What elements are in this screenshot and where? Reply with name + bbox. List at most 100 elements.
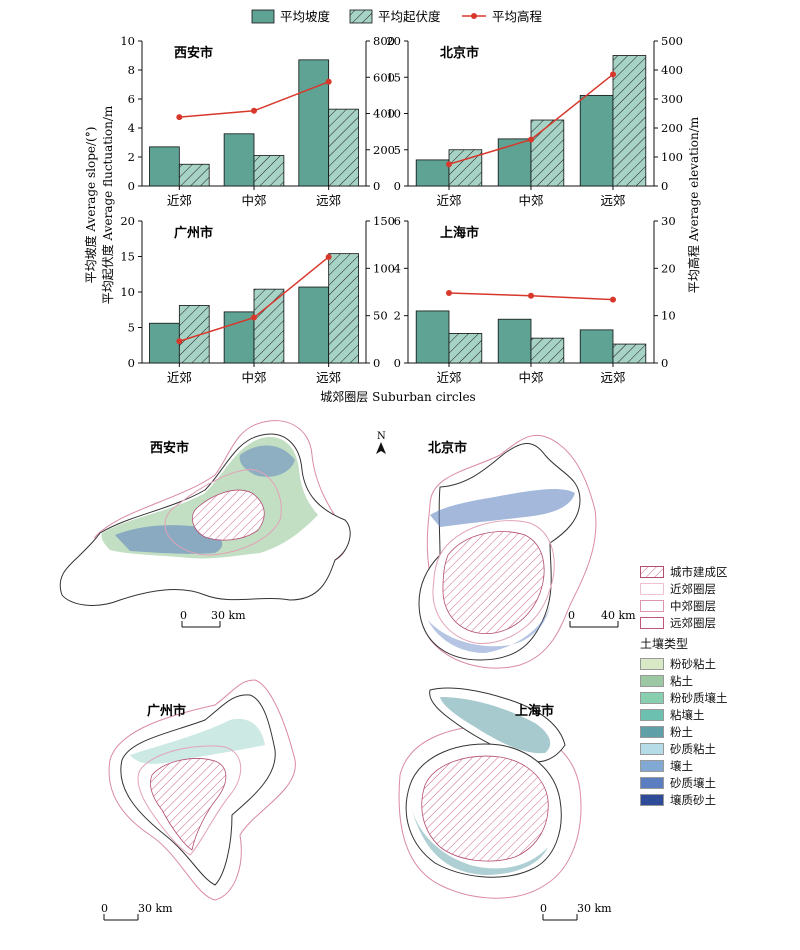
beijing-soil-blue bbox=[430, 489, 575, 527]
bar-fluctuation bbox=[530, 337, 565, 364]
beijing-near-ring bbox=[432, 520, 555, 644]
x-tick-label: 近郊 bbox=[436, 370, 461, 385]
point-elevation bbox=[251, 314, 257, 321]
soil-swatch bbox=[640, 691, 664, 704]
y-tick-label-left: 2 bbox=[394, 309, 401, 323]
soil-label: 壤土 bbox=[670, 758, 693, 773]
y-tick-label-right: 500 bbox=[661, 34, 683, 48]
point-elevation bbox=[251, 107, 257, 114]
soil-swatch bbox=[640, 674, 664, 687]
bar-slope bbox=[415, 310, 450, 364]
x-tick-label: 中郊 bbox=[518, 370, 543, 385]
xian-built-up bbox=[191, 489, 265, 541]
soil-swatch bbox=[640, 793, 664, 806]
guangzhou-built-up bbox=[150, 758, 227, 851]
y-tick-label-right: 20 bbox=[661, 261, 676, 275]
y-tick-label-left: 0 bbox=[394, 356, 401, 370]
y-tick-label-left: 4 bbox=[128, 121, 135, 135]
y-tick-label-right: 0 bbox=[661, 179, 668, 193]
y-tick-label-right: 10 bbox=[661, 309, 676, 323]
north-label: N bbox=[377, 431, 386, 442]
bar-slope bbox=[415, 159, 450, 187]
soil-legend-item: 粘土 bbox=[640, 672, 800, 689]
x-tick-label: 中郊 bbox=[241, 370, 266, 385]
soil-swatch bbox=[640, 759, 664, 772]
panel-title: 上海市 bbox=[440, 225, 479, 241]
legend-swatch-slope bbox=[251, 9, 275, 24]
y-tick-label-right: 0 bbox=[661, 356, 668, 370]
y-tick-label-right: 200 bbox=[661, 121, 683, 135]
bar-slope bbox=[149, 322, 180, 364]
y-tick-label-left: 10 bbox=[386, 107, 401, 121]
bar-fluctuation bbox=[612, 343, 647, 364]
map-beijing: 北京市 0 40 km bbox=[418, 434, 636, 669]
legend-label-elev: 平均高程 bbox=[492, 9, 543, 24]
y-tick-label-left: 15 bbox=[386, 70, 401, 84]
guangzhou-scale-value: 30 km bbox=[138, 902, 173, 915]
soil-label: 粉土 bbox=[670, 724, 693, 739]
y-tick-label-left: 0 bbox=[128, 356, 135, 370]
soil-legend-item: 砂质粘土 bbox=[640, 740, 800, 757]
x-tick-label: 近郊 bbox=[167, 193, 192, 208]
y-tick-label-left: 5 bbox=[128, 321, 135, 335]
y-tick-label-left: 8 bbox=[128, 63, 135, 77]
bar-slope bbox=[579, 329, 614, 364]
y-tick-label-right: 800 bbox=[373, 34, 395, 48]
y-tick-label-right: 100 bbox=[661, 150, 683, 164]
point-elevation bbox=[176, 114, 183, 121]
north-arrow-icon: N bbox=[376, 431, 386, 454]
x-axis-title: 城郊圈层 Suburban circles bbox=[320, 390, 475, 404]
shanghai-built-up bbox=[421, 755, 549, 862]
map-legend-zone: 城市建成区 bbox=[640, 563, 800, 580]
beijing-scale-value: 40 km bbox=[601, 609, 636, 622]
y-tick-label-left: 10 bbox=[120, 285, 135, 299]
beijing-scale-bar: 0 40 km bbox=[568, 609, 636, 628]
x-tick-label: 近郊 bbox=[167, 370, 192, 385]
xian-scale-bar: 0 30 km bbox=[180, 609, 246, 628]
map-legend-label: 近郊圈层 bbox=[670, 581, 716, 596]
bar-slope bbox=[579, 94, 614, 187]
y-axis-right-title: 平均高程 Average elevation/m bbox=[686, 116, 701, 293]
soil-swatch bbox=[640, 776, 664, 789]
x-tick-label: 中郊 bbox=[241, 193, 266, 208]
bar-slope bbox=[497, 138, 532, 187]
soil-swatch bbox=[640, 725, 664, 738]
chart-legend: 平均坡度 平均起伏度 平均高程 bbox=[250, 6, 610, 30]
map-shanghai: 上海市 0 30 km bbox=[398, 687, 612, 921]
xian-title: 西安市 bbox=[150, 440, 189, 456]
soil-swatch bbox=[640, 708, 664, 721]
legend-marker-elev bbox=[471, 13, 477, 19]
bar-fluctuation bbox=[178, 305, 210, 364]
point-elevation bbox=[325, 253, 332, 260]
bar-fluctuation bbox=[253, 155, 285, 187]
x-tick-label: 远郊 bbox=[316, 193, 341, 208]
y-tick-label-left: 6 bbox=[128, 92, 135, 106]
point-elevation bbox=[446, 161, 452, 168]
shanghai-scale-value: 30 km bbox=[577, 902, 612, 915]
x-tick-label: 中郊 bbox=[518, 193, 543, 208]
built-up-swatch bbox=[640, 565, 664, 578]
point-elevation bbox=[176, 338, 183, 345]
y-tick-label-left: 15 bbox=[120, 250, 135, 264]
bar-slope bbox=[223, 311, 255, 364]
y-tick-label-left: 20 bbox=[120, 214, 135, 228]
soil-legend-item: 壤质砂土 bbox=[640, 791, 800, 808]
y-axis-left-title-2: 平均起伏度 Average fluctuation/m bbox=[100, 105, 115, 304]
guangzhou-far-ring bbox=[108, 679, 296, 901]
soil-legend-item: 粉砂粘土 bbox=[640, 655, 800, 672]
map-legend-label: 城市建成区 bbox=[670, 564, 728, 579]
bar-fluctuation bbox=[328, 253, 359, 364]
map-legend-zone: 远郊圈层 bbox=[640, 614, 800, 631]
x-tick-label: 远郊 bbox=[316, 370, 341, 385]
bar-slope bbox=[149, 146, 180, 187]
guangzhou-soil-teal bbox=[130, 718, 265, 764]
map-legend-zone: 中郊圈层 bbox=[640, 597, 800, 614]
soil-map-panel: 西安市 0 30 km N 北京市 0 40 km bbox=[59, 420, 636, 921]
y-tick-label-left: 6 bbox=[394, 214, 401, 228]
soil-label: 壤质砂土 bbox=[670, 792, 716, 807]
soil-swatch bbox=[640, 657, 664, 670]
y-tick-label-right: 0 bbox=[373, 356, 380, 370]
soil-label: 砂质壤土 bbox=[670, 775, 716, 790]
soil-label: 粉砂质壤土 bbox=[670, 690, 728, 705]
soil-label: 粉砂粘土 bbox=[670, 656, 716, 671]
